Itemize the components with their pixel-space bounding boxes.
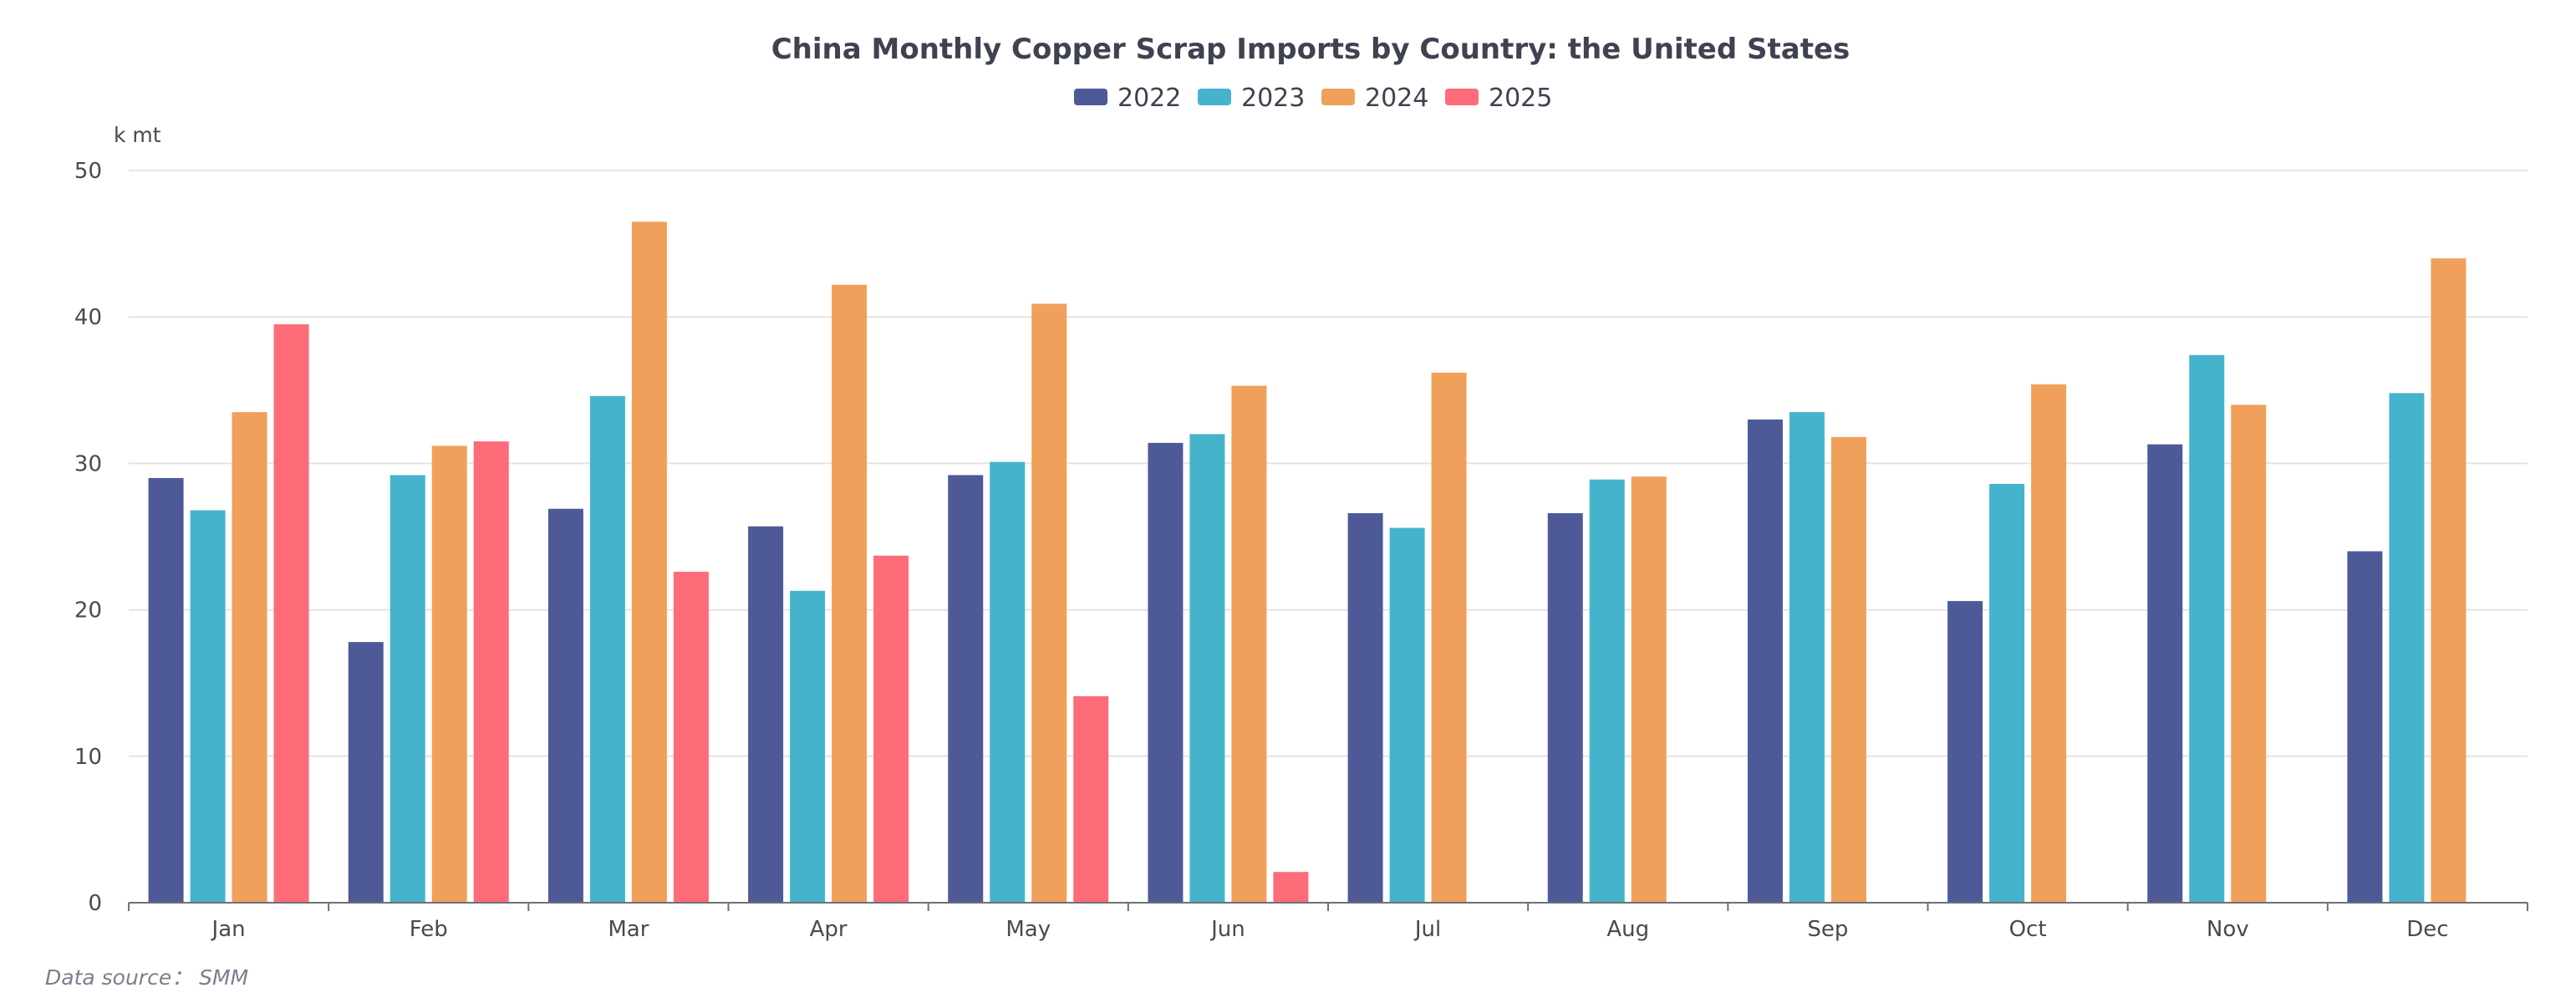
- y-tick-label: 30: [74, 451, 102, 476]
- bar-2022-nov[interactable]: [2147, 444, 2183, 903]
- bar-2023-mar[interactable]: [589, 395, 625, 904]
- bar-2022-feb[interactable]: [348, 642, 384, 903]
- legend-swatch: [1198, 89, 1231, 105]
- bar-2023-apr[interactable]: [790, 590, 826, 903]
- bar-2023-dec[interactable]: [2389, 393, 2425, 904]
- bar-2023-feb[interactable]: [389, 475, 425, 903]
- legend-item-2025[interactable]: 2025: [1445, 84, 1552, 113]
- legend: 2022 2023 2024 2025: [1074, 84, 1552, 113]
- bar-2023-jan[interactable]: [190, 510, 226, 903]
- bar-2024-aug[interactable]: [1631, 476, 1667, 903]
- y-tick-label: 10: [74, 745, 102, 770]
- bar-2024-sep[interactable]: [1830, 436, 1866, 903]
- bar-2023-jun[interactable]: [1189, 434, 1225, 903]
- x-tick-label: Jul: [1413, 917, 1441, 942]
- bar-2023-oct[interactable]: [1989, 483, 2025, 903]
- gridlines: [129, 170, 2528, 757]
- bar-2025-jun[interactable]: [1273, 872, 1309, 903]
- y-axis-ticks: 0 10 20 30 40 50: [74, 159, 102, 916]
- bar-2023-nov[interactable]: [2189, 354, 2225, 903]
- legend-swatch: [1321, 89, 1355, 105]
- bar-2024-apr[interactable]: [832, 284, 868, 903]
- bar-2022-apr[interactable]: [748, 526, 784, 903]
- x-tick-label: Oct: [2009, 917, 2047, 942]
- legend-label: 2024: [1365, 84, 1428, 113]
- x-tick-label: Apr: [810, 917, 848, 942]
- legend-label: 2025: [1489, 84, 1552, 113]
- legend-swatch: [1445, 89, 1479, 105]
- bar-2024-mar[interactable]: [631, 221, 667, 903]
- bar-2025-mar[interactable]: [673, 572, 709, 903]
- bar-2024-feb[interactable]: [431, 445, 467, 903]
- legend-item-2023[interactable]: 2023: [1198, 84, 1305, 113]
- bar-2024-jan[interactable]: [232, 412, 267, 904]
- bar-2023-may[interactable]: [990, 461, 1026, 903]
- bars: [148, 221, 2467, 904]
- x-tick-label: Mar: [608, 917, 649, 942]
- legend-item-2024[interactable]: 2024: [1321, 84, 1428, 113]
- legend-label: 2023: [1241, 84, 1305, 113]
- data-source-note: Data source： SMM: [45, 965, 248, 990]
- x-tick-label: Feb: [410, 917, 448, 942]
- bar-2024-jun[interactable]: [1231, 385, 1267, 903]
- bar-2025-jan[interactable]: [273, 323, 309, 904]
- legend-label: 2022: [1117, 84, 1181, 113]
- bar-2025-apr[interactable]: [873, 555, 909, 903]
- y-tick-label: 0: [88, 891, 102, 916]
- bar-2023-jul[interactable]: [1389, 527, 1425, 903]
- bar-2025-may[interactable]: [1073, 695, 1109, 903]
- bar-2024-jul[interactable]: [1431, 372, 1467, 903]
- y-tick-label: 50: [74, 159, 102, 184]
- x-axis: Jan Feb Mar Apr May Jun Jul Aug Sep Oct Nov Dec: [128, 902, 2528, 942]
- y-tick-label: 20: [74, 598, 102, 624]
- bar-2022-oct[interactable]: [1947, 601, 1983, 903]
- bar-2022-dec[interactable]: [2347, 551, 2383, 903]
- x-tick-label: Sep: [1807, 917, 1848, 942]
- bar-2022-sep[interactable]: [1747, 419, 1783, 904]
- x-tick-label: Dec: [2406, 917, 2448, 942]
- x-tick-label: Jan: [211, 917, 246, 942]
- y-axis-unit-label: k mt: [114, 123, 161, 147]
- legend-item-2022[interactable]: 2022: [1074, 84, 1181, 113]
- x-tick-label: Aug: [1606, 917, 1649, 942]
- x-tick-label: Nov: [2207, 917, 2249, 942]
- bar-2022-aug[interactable]: [1547, 512, 1583, 903]
- chart-title: China Monthly Copper Scrap Imports by Co…: [771, 33, 1851, 66]
- bar-2024-may[interactable]: [1031, 303, 1067, 903]
- bar-2023-sep[interactable]: [1789, 412, 1825, 904]
- legend-swatch: [1074, 89, 1107, 105]
- bar-2023-aug[interactable]: [1589, 479, 1625, 903]
- x-tick-label: May: [1005, 917, 1051, 942]
- bar-2024-oct[interactable]: [2031, 384, 2067, 903]
- y-tick-label: 40: [74, 305, 102, 330]
- bar-2022-jul[interactable]: [1347, 512, 1383, 903]
- bar-2022-jun[interactable]: [1148, 442, 1184, 903]
- x-tick-label: Jun: [1209, 917, 1245, 942]
- bar-2022-may[interactable]: [948, 475, 984, 903]
- bar-2024-dec[interactable]: [2431, 258, 2467, 903]
- bar-2024-nov[interactable]: [2231, 405, 2267, 903]
- bar-2025-feb[interactable]: [473, 441, 509, 903]
- bar-2022-mar[interactable]: [547, 508, 583, 903]
- bar-2022-jan[interactable]: [148, 477, 184, 903]
